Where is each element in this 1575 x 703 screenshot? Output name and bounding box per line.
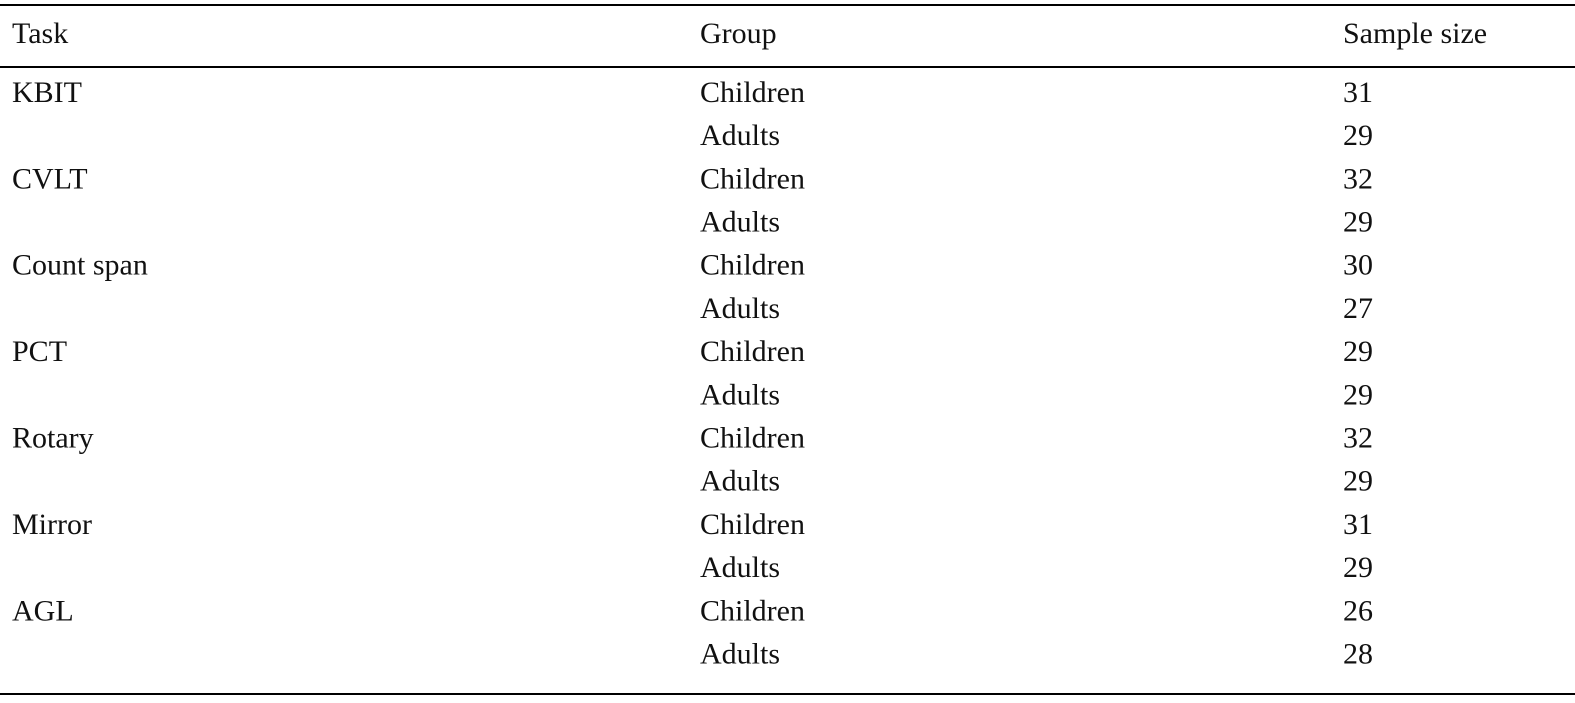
group-cell: Adults <box>700 551 780 584</box>
header-cell: Task <box>12 17 68 50</box>
group-cell: Adults <box>700 465 780 498</box>
task-cell: KBIT <box>12 76 82 109</box>
sample-size-cell: 29 <box>1343 205 1373 238</box>
group-cell: Adults <box>700 205 780 238</box>
sample-size-cell: 28 <box>1343 637 1373 670</box>
group-cell: Children <box>700 594 805 627</box>
group-cell: Children <box>700 76 805 109</box>
sample-size-cell: 29 <box>1343 465 1373 498</box>
task-cell: PCT <box>12 335 67 368</box>
sample-size-cell: 30 <box>1343 249 1373 282</box>
sample-size-cell: 29 <box>1343 335 1373 368</box>
group-cell: Adults <box>700 378 780 411</box>
task-cell: CVLT <box>12 162 88 195</box>
header-cell: Group <box>700 17 777 50</box>
header-cell: Sample size <box>1343 17 1487 50</box>
sample-size-cell: 29 <box>1343 551 1373 584</box>
group-cell: Children <box>700 249 805 282</box>
sample-size-cell: 26 <box>1343 594 1373 627</box>
sample-size-cell: 29 <box>1343 378 1373 411</box>
group-cell: Children <box>700 162 805 195</box>
group-cell: Adults <box>700 292 780 325</box>
sample-size-cell: 31 <box>1343 76 1373 109</box>
sample-size-cell: 32 <box>1343 421 1373 454</box>
sample-size-cell: 29 <box>1343 119 1373 152</box>
sample-size-cell: 27 <box>1343 292 1373 325</box>
task-cell: Count span <box>12 249 148 282</box>
task-cell: Rotary <box>12 421 94 454</box>
group-cell: Children <box>700 508 805 541</box>
task-cell: AGL <box>12 594 74 627</box>
task-cell: Mirror <box>12 508 92 541</box>
sample-size-cell: 32 <box>1343 162 1373 195</box>
group-cell: Children <box>700 421 805 454</box>
sample-size-cell: 31 <box>1343 508 1373 541</box>
group-cell: Adults <box>700 119 780 152</box>
group-cell: Children <box>700 335 805 368</box>
group-cell: Adults <box>700 637 780 670</box>
